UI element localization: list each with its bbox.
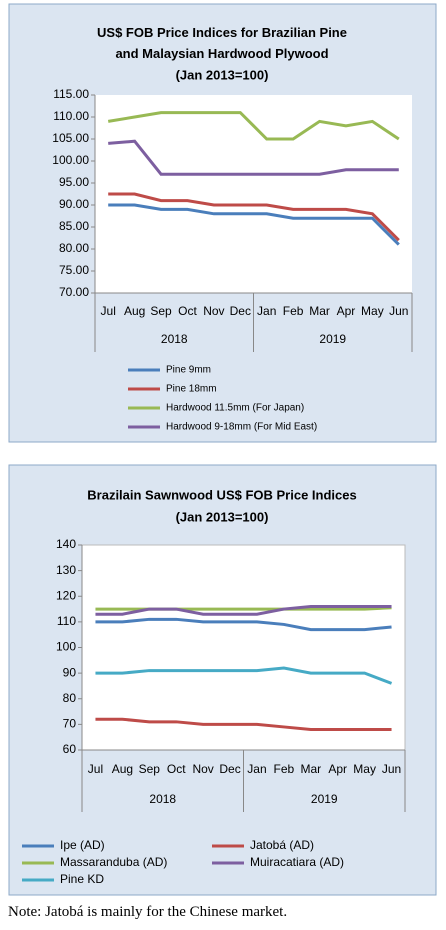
x-tick-label: Oct bbox=[178, 304, 197, 318]
y-tick-label: 70 bbox=[63, 717, 77, 731]
x-tick-label: Jan bbox=[257, 304, 276, 318]
x-tick-label: Feb bbox=[274, 762, 295, 776]
y-tick-label: 130 bbox=[56, 563, 76, 577]
note: Note: Jatobá is mainly for the Chinese m… bbox=[8, 904, 288, 920]
y-tick-label: 140 bbox=[56, 537, 76, 551]
plot-area bbox=[81, 544, 406, 751]
legend-label: Muiracatiara (AD) bbox=[250, 855, 344, 869]
x-tick-label: Jun bbox=[382, 762, 401, 776]
legend-label: Hardwood 9-18mm (For Mid East) bbox=[166, 422, 317, 433]
year-label: 2019 bbox=[319, 332, 346, 346]
chart-title: US$ FOB Price Indices for Brazilian Pine… bbox=[97, 25, 347, 61]
x-tick-label: Dec bbox=[230, 304, 251, 318]
x-tick-label: Sep bbox=[139, 762, 161, 776]
x-tick-label: Dec bbox=[219, 762, 240, 776]
legend-label: Hardwood 11.5mm (For Japan) bbox=[166, 403, 304, 414]
x-tick-label: Apr bbox=[337, 304, 356, 318]
y-tick-label: 90 bbox=[63, 665, 77, 679]
series-line bbox=[108, 192, 400, 242]
y-tick-label: 100 bbox=[56, 640, 76, 654]
chart-subtitle: (Jan 2013=100) bbox=[176, 67, 269, 82]
x-tick-label: May bbox=[361, 304, 384, 318]
y-tick-label: 110.00 bbox=[53, 109, 89, 123]
y-tick-label: 85.00 bbox=[59, 219, 89, 233]
chart-subtitle: (Jan 2013=100) bbox=[176, 509, 269, 524]
chart-title: Brazilain Sawnwood US$ FOB Price Indices bbox=[87, 487, 356, 502]
x-tick-label: Feb bbox=[283, 304, 304, 318]
year-label: 2018 bbox=[149, 792, 176, 806]
x-tick-label: Jan bbox=[247, 762, 266, 776]
x-tick-label: Oct bbox=[167, 762, 186, 776]
x-tick-label: Mar bbox=[300, 762, 321, 776]
legend-label: Pine KD bbox=[60, 872, 104, 886]
year-label: 2018 bbox=[161, 332, 188, 346]
series-line bbox=[108, 203, 400, 246]
x-tick-label: Aug bbox=[112, 762, 133, 776]
legend-label: Jatobá (AD) bbox=[250, 838, 314, 852]
x-tick-label: Sep bbox=[150, 304, 172, 318]
x-tick-label: May bbox=[353, 762, 376, 776]
x-tick-label: Jul bbox=[101, 304, 116, 318]
x-tick-label: Mar bbox=[309, 304, 330, 318]
y-tick-label: 70.00 bbox=[59, 285, 89, 299]
y-tick-label: 80 bbox=[63, 691, 77, 705]
y-tick-label: 90.00 bbox=[59, 197, 89, 211]
charts: US$ FOB Price Indices for Brazilian Pine… bbox=[8, 3, 437, 896]
y-tick-label: 120 bbox=[56, 588, 76, 602]
x-tick-label: Aug bbox=[124, 304, 145, 318]
series-line bbox=[95, 617, 392, 632]
series-line bbox=[107, 111, 400, 141]
y-tick-label: 95.00 bbox=[59, 175, 89, 189]
y-tick-label: 115.00 bbox=[53, 87, 89, 101]
x-tick-label: Jun bbox=[389, 304, 408, 318]
legend-label: Pine 18mm bbox=[166, 384, 217, 395]
y-tick-label: 60 bbox=[63, 742, 77, 756]
x-tick-label: Jul bbox=[88, 762, 103, 776]
year-label: 2019 bbox=[311, 792, 338, 806]
y-tick-label: 75.00 bbox=[59, 263, 89, 277]
x-tick-label: Apr bbox=[328, 762, 347, 776]
y-tick-label: 80.00 bbox=[59, 241, 89, 255]
plot-area bbox=[95, 95, 412, 293]
series-line bbox=[108, 139, 399, 176]
series-line bbox=[95, 717, 392, 731]
x-tick-label: Nov bbox=[203, 304, 224, 318]
y-tick-label: 105.00 bbox=[52, 131, 89, 145]
legend-label: Pine 9mm bbox=[166, 365, 211, 376]
series-line bbox=[95, 666, 393, 685]
legend-label: Ipe (AD) bbox=[60, 838, 105, 852]
y-tick-label: 100.00 bbox=[52, 153, 89, 167]
series-line bbox=[95, 605, 392, 616]
legend-label: Massaranduba (AD) bbox=[60, 855, 167, 869]
y-tick-label: 110 bbox=[57, 614, 76, 628]
x-tick-label: Nov bbox=[192, 762, 213, 776]
